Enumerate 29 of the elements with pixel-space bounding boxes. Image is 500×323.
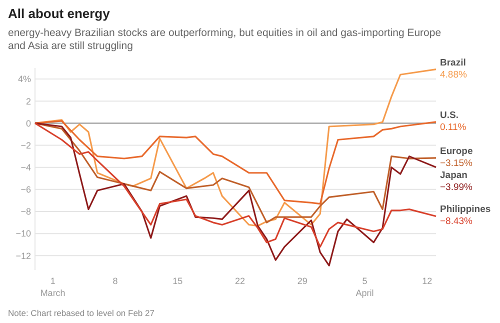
y-tick-label: 0 — [26, 118, 31, 128]
x-tick-label: 8 — [112, 276, 118, 286]
y-tick-label: −6 — [20, 184, 31, 195]
series-label: U.S. — [440, 110, 458, 121]
x-tick-label: 22 — [234, 276, 245, 286]
chart-subtitle: energy-heavy Brazilian stocks are outperforming, but equities in oil and gas-importing Europe and Asia are still struggling — [8, 27, 442, 52]
x-tick-label: 15 — [172, 276, 183, 286]
data-label: 0.11% — [440, 122, 467, 133]
x-tick-label: 29 — [297, 276, 308, 286]
data-label: −3.99% — [440, 182, 474, 193]
chart-title: All about energy — [8, 6, 111, 21]
y-tick-label: −8 — [20, 206, 31, 217]
x-tick-label: 1 March — [40, 276, 66, 298]
y-tick-label: −12 — [16, 250, 31, 261]
x-tick-label: 12 — [422, 276, 432, 286]
text: Note: Chart rebased to level on Feb 27 — [8, 308, 155, 318]
y-tick-label: −2 — [20, 140, 31, 150]
y-tick-label: 2 — [26, 96, 31, 106]
y-tick-label: 4% — [18, 74, 31, 84]
series-label: Europe — [440, 146, 473, 157]
data-label: 4.88% — [440, 69, 468, 80]
x-tick-label: 5 April — [356, 276, 374, 298]
y-tick-label: −4 — [20, 162, 31, 172]
data-label: −3.15% — [440, 158, 474, 169]
data-label: −8.43% — [440, 216, 474, 228]
series-label: Philippines — [440, 204, 491, 216]
y-tick-label: −10 — [16, 228, 31, 239]
series-label: Brazil — [440, 57, 466, 68]
series-label: Japan — [440, 170, 468, 181]
